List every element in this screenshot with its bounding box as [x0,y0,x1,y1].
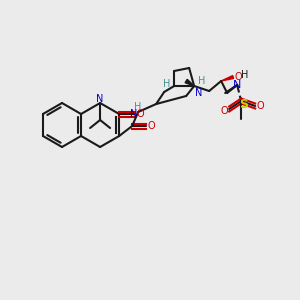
Text: N: N [130,109,138,119]
Text: O: O [234,72,242,82]
Text: H: H [134,102,142,112]
Polygon shape [221,76,234,81]
Text: O: O [256,101,264,111]
Text: N: N [196,88,203,98]
Text: N: N [233,80,241,90]
Text: H: H [199,76,206,86]
Text: H: H [242,70,249,80]
Text: O: O [147,121,155,131]
Text: O: O [136,109,144,119]
Text: H: H [164,79,171,89]
Text: N: N [96,94,104,104]
Text: O: O [220,106,228,116]
Polygon shape [185,79,194,86]
Text: S: S [239,98,248,110]
